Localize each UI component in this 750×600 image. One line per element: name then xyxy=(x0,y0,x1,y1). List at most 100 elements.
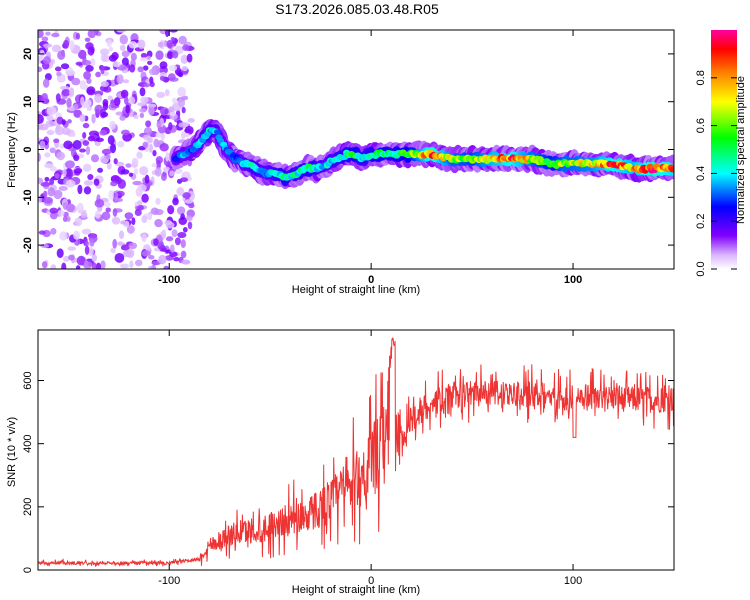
heatmap-cell xyxy=(105,153,111,160)
heatmap-cell xyxy=(133,168,139,175)
heatmap-cell xyxy=(164,219,173,226)
heatmap-cell xyxy=(160,172,167,181)
heatmap-cell xyxy=(99,129,107,136)
heatmap-cell xyxy=(165,151,170,162)
spectrogram-x-ticks: -100 0 100 xyxy=(158,30,582,286)
heatmap-cell xyxy=(167,73,176,81)
heatmap-cell xyxy=(186,53,193,63)
heatmap-cell xyxy=(89,58,96,67)
heatmap-cell xyxy=(125,163,132,168)
heatmap-cell xyxy=(73,154,80,162)
heatmap-cell xyxy=(140,96,149,104)
heatmap-cell xyxy=(121,50,130,58)
heatmap-cell xyxy=(181,65,188,72)
heatmap-cell xyxy=(82,140,90,146)
heatmap-cell xyxy=(152,150,157,157)
heatmap-cell xyxy=(181,95,189,101)
heatmap-cell xyxy=(151,66,157,76)
heatmap-cell xyxy=(87,135,96,142)
heatmap-cell xyxy=(41,92,48,101)
heatmap-cell xyxy=(137,39,146,50)
colorbar-tick-label: 0.4 xyxy=(695,166,707,181)
colorbar: 0.0 0.2 0.4 0.6 0.8 Normalized spectral ampl… xyxy=(695,30,747,277)
heatmap-cell xyxy=(153,238,159,246)
heatmap-cell xyxy=(129,260,134,268)
heatmap-cell xyxy=(139,108,147,113)
heatmap-cell xyxy=(54,173,60,179)
heatmap-cell xyxy=(68,87,75,97)
heatmap-cell xyxy=(132,180,142,186)
heatmap-cell xyxy=(39,140,46,150)
heatmap-cell xyxy=(100,64,105,75)
heatmap-cell xyxy=(148,265,153,269)
heatmap-cell xyxy=(155,50,164,61)
heatmap-cell xyxy=(62,255,70,262)
heatmap-cell xyxy=(38,30,44,39)
heatmap-cell xyxy=(187,221,193,230)
heatmap-cell xyxy=(120,89,129,99)
heatmap-cell xyxy=(108,54,118,62)
heatmap-cell xyxy=(156,91,166,99)
heatmap-cell xyxy=(79,113,86,122)
heatmap-cell xyxy=(41,261,48,269)
heatmap-cell xyxy=(148,255,155,260)
heatmap-cell xyxy=(44,152,51,158)
heatmap-cell xyxy=(137,200,143,206)
heatmap-cell xyxy=(86,88,95,94)
heatmap-cell xyxy=(180,250,187,259)
heatmap-cell xyxy=(95,262,102,269)
heatmap-cell xyxy=(171,50,179,59)
heatmap-cell xyxy=(68,254,75,261)
heatmap-cell xyxy=(38,66,43,73)
heatmap-cell xyxy=(180,239,186,248)
heatmap-cell xyxy=(125,104,131,114)
heatmap-cell xyxy=(180,54,189,65)
heatmap-cell xyxy=(75,32,80,40)
heatmap-cell xyxy=(172,197,179,206)
heatmap-cell xyxy=(87,174,94,181)
heatmap-cell xyxy=(146,55,151,61)
heatmap-cell xyxy=(56,151,65,161)
heatmap-cell xyxy=(107,95,113,101)
heatmap-cell xyxy=(168,64,178,72)
colorbar-gradient xyxy=(711,30,737,269)
heatmap-cell xyxy=(105,207,111,213)
heatmap-cell xyxy=(42,56,51,65)
heatmap-cell xyxy=(141,250,151,257)
heatmap-cell xyxy=(94,199,105,208)
heatmap-cell xyxy=(181,259,191,265)
spectrogram-y-label: Frequency (Hz) xyxy=(6,112,18,188)
heatmap-cell xyxy=(106,39,112,47)
heatmap-cell xyxy=(176,206,186,215)
heatmap-cell xyxy=(55,93,61,102)
heatmap-cell xyxy=(74,168,83,174)
heatmap-cell xyxy=(116,74,124,84)
heatmap-cell xyxy=(82,122,90,129)
heatmap-cell xyxy=(66,98,72,108)
heatmap-cell xyxy=(65,70,76,77)
heatmap-cell xyxy=(177,231,187,239)
heatmap-cell xyxy=(81,59,92,66)
heatmap-cell xyxy=(38,152,41,163)
heatmap-cell xyxy=(101,211,111,221)
heatmap-cell xyxy=(53,138,60,144)
y-tick-label: 10 xyxy=(22,96,34,108)
y-tick-label: 400 xyxy=(22,435,34,453)
heatmap-cell xyxy=(168,122,173,131)
heatmap-cell xyxy=(166,39,173,49)
heatmap-cell xyxy=(46,115,54,121)
heatmap-cell xyxy=(116,190,125,197)
heatmap-cell xyxy=(178,122,187,128)
heatmap-cell xyxy=(161,229,167,239)
heatmap-cell xyxy=(112,208,118,217)
heatmap-cell xyxy=(84,37,91,42)
heatmap-cell xyxy=(94,140,101,147)
heatmap-cell xyxy=(94,93,103,103)
heatmap-cell xyxy=(119,115,126,121)
heatmap-cell xyxy=(669,167,674,173)
heatmap-cell xyxy=(90,154,100,163)
heatmap-cell xyxy=(184,125,194,135)
heatmap-cell xyxy=(55,124,61,133)
snr-y-label: SNR (10 * v/v) xyxy=(6,417,18,487)
heatmap-cell xyxy=(155,132,162,138)
